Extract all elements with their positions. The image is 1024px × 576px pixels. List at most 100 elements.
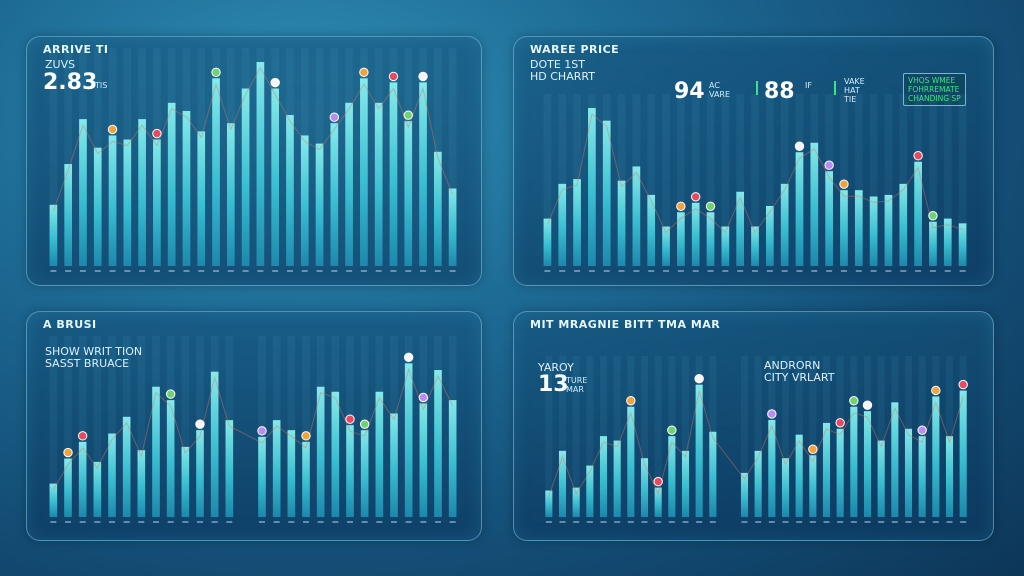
x-tick-mark	[544, 270, 551, 272]
x-tick-mark	[618, 270, 625, 272]
point-marker	[667, 425, 677, 435]
grid-column	[640, 356, 649, 517]
grid-column	[64, 48, 73, 266]
x-tick-mark	[420, 270, 427, 272]
point-marker	[301, 431, 311, 441]
bar	[93, 147, 102, 266]
bar	[256, 62, 265, 266]
x-tick-mark	[390, 270, 397, 272]
grid-column	[780, 94, 789, 266]
x-tick-mark	[741, 521, 748, 523]
bar	[375, 391, 384, 517]
grid-column	[558, 356, 567, 517]
point-marker	[211, 67, 221, 78]
x-tick-mark	[826, 270, 833, 272]
panel-title: ARRIVE TI	[43, 43, 109, 56]
grid-column	[108, 336, 116, 517]
grid-column	[681, 356, 690, 517]
point-marker	[808, 444, 818, 454]
bar	[781, 458, 790, 517]
bar	[914, 161, 922, 266]
bar	[558, 450, 567, 517]
point-marker	[917, 425, 927, 435]
stat-unit-3c: TIE	[844, 95, 857, 104]
x-tick-mark	[677, 270, 684, 272]
x-tick-mark	[286, 270, 293, 272]
bar	[677, 212, 685, 266]
badge-line: VHOS WMEE	[908, 76, 956, 85]
x-tick-mark	[707, 270, 714, 272]
x-tick-mark	[668, 521, 675, 523]
point-marker	[862, 400, 873, 410]
bar	[602, 120, 611, 266]
bar	[573, 179, 581, 266]
stat-value-2: 88	[764, 79, 795, 104]
left-value: 13	[538, 372, 569, 397]
x-tick-mark	[766, 270, 773, 272]
x-tick-mark	[891, 521, 898, 523]
x-tick-mark	[682, 521, 689, 523]
x-tick-mark	[213, 270, 220, 272]
grid-column	[137, 336, 146, 517]
bar	[877, 440, 885, 517]
subtitle-line-2: HD CHARRT	[530, 70, 595, 83]
left-label: YAROY	[538, 361, 574, 374]
x-tick-mark	[257, 270, 264, 272]
bar	[419, 82, 427, 267]
x-tick-mark	[65, 521, 71, 523]
x-tick-mark	[331, 270, 338, 272]
grid-column	[899, 94, 908, 266]
x-tick-mark	[272, 270, 279, 272]
panel-title: WAREE PRICE	[530, 43, 620, 56]
grid-column	[809, 356, 817, 517]
grid-column	[78, 336, 87, 517]
bar	[49, 204, 58, 266]
bar	[315, 143, 324, 266]
bar	[825, 171, 833, 266]
point-marker	[626, 396, 636, 406]
x-tick-mark	[752, 270, 758, 272]
bar	[558, 183, 567, 266]
x-tick-mark	[50, 270, 57, 272]
bar	[617, 180, 626, 266]
bar	[958, 223, 967, 266]
x-tick-mark	[391, 521, 397, 523]
grid-column	[721, 94, 730, 266]
bar	[809, 455, 817, 517]
bar	[345, 102, 353, 266]
grid-column	[662, 94, 670, 266]
x-tick-mark	[960, 521, 967, 523]
x-tick-mark	[109, 521, 115, 523]
chart-arrive-plot	[49, 48, 457, 272]
right-label-2: CITY VRLART	[764, 371, 835, 384]
x-tick-mark	[755, 521, 762, 523]
bar	[286, 115, 294, 266]
bar	[93, 461, 102, 517]
trend-line	[52, 66, 454, 211]
big-unit: TIS	[95, 81, 107, 90]
grid-column	[93, 336, 102, 517]
grid-column	[706, 94, 715, 266]
point-marker	[418, 392, 429, 403]
x-tick-mark	[182, 521, 189, 523]
x-tick-mark	[850, 521, 857, 523]
bar	[854, 190, 863, 266]
x-tick-mark	[722, 270, 729, 272]
x-tick-mark	[317, 521, 324, 523]
bar	[695, 384, 703, 517]
grid-column	[287, 336, 296, 517]
x-tick-mark	[123, 521, 130, 523]
bar	[929, 221, 937, 266]
point-marker	[690, 192, 701, 202]
point-marker	[418, 71, 428, 82]
bar	[271, 88, 280, 267]
grid-column	[958, 94, 967, 266]
x-tick-mark	[870, 270, 877, 272]
stat-divider	[756, 81, 758, 95]
bar	[918, 436, 926, 517]
bar	[374, 102, 383, 266]
bar	[736, 191, 745, 266]
panel-title: MIT MRAGNIE BITT TMA MAR	[530, 318, 721, 331]
bar	[945, 436, 954, 517]
x-tick-mark	[273, 521, 280, 523]
